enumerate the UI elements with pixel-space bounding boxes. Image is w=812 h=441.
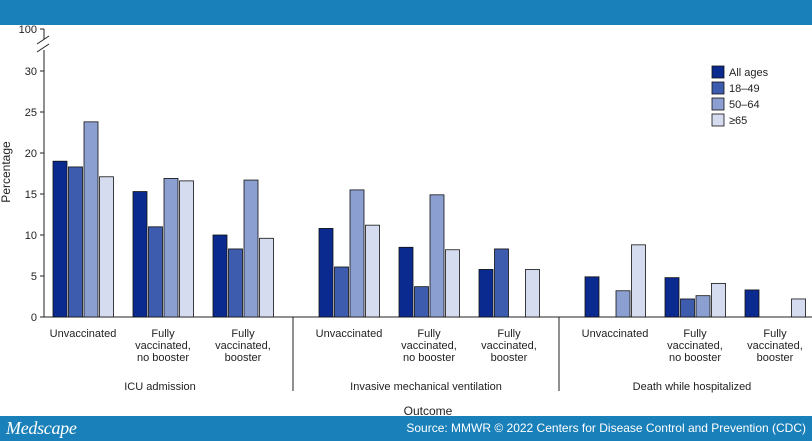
source-credit: Source: MMWR © 2022 Centers for Disease … <box>406 421 806 435</box>
legend-label: ≥65 <box>729 115 747 127</box>
bar-18–49 <box>148 226 163 318</box>
bar-50–64 <box>163 178 179 318</box>
top-banner <box>0 0 812 25</box>
bar-All ages <box>132 191 148 318</box>
category-label: Fully vaccinated, booster <box>747 328 803 364</box>
category-label-line: vaccinated, <box>667 340 723 352</box>
bar-50–64 <box>349 189 365 318</box>
legend-label: 18–49 <box>729 83 760 95</box>
bar-≥65 <box>179 180 194 318</box>
category-label-line: vaccinated, <box>401 340 457 352</box>
y-axis-title: Percentage <box>0 141 13 203</box>
bar-≥65 <box>711 282 726 318</box>
bar-50–64 <box>615 290 631 318</box>
bar-All ages <box>318 228 334 318</box>
legend-swatch <box>711 113 725 127</box>
category-label-line: Fully <box>683 328 707 340</box>
category-label: Fully vaccinated, booster <box>481 328 537 364</box>
y-tick-label: 10 <box>25 230 37 242</box>
category-label-line: Unvaccinated <box>50 328 117 340</box>
category-label-line: booster <box>225 352 262 364</box>
y-tick-label: 30 <box>25 66 37 78</box>
category-label-line: booster <box>757 352 794 364</box>
legend-label: All ages <box>729 67 769 79</box>
bar-≥65 <box>259 237 274 318</box>
x-axis-title: Outcome <box>404 404 453 418</box>
axis-break-mark <box>36 43 50 53</box>
bar-≥65 <box>99 176 114 318</box>
group-label: Invasive mechanical ventilation <box>350 381 502 393</box>
medscape-logo[interactable]: Medscape <box>6 418 77 438</box>
group-label: Death while hospitalized <box>633 381 752 393</box>
bars <box>52 121 806 318</box>
category-label-line: Unvaccinated <box>582 328 649 340</box>
group-label: ICU admission <box>124 381 196 393</box>
legend: All ages 18–49 50–64 ≥65 <box>711 65 769 127</box>
bar-≥65 <box>631 244 646 318</box>
footer-bar: Medscape Source: MMWR © 2022 Centers for… <box>0 416 812 441</box>
bar-All ages <box>212 234 228 318</box>
category-label-line: vaccinated, <box>481 340 537 352</box>
y-tick-label: 100 <box>19 24 37 36</box>
legend-label: 50–64 <box>729 99 760 111</box>
category-label: Unvaccinated <box>582 328 649 340</box>
category-label: Fully vaccinated, booster <box>215 328 271 364</box>
category-label-line: no booster <box>669 352 721 364</box>
bar-50–64 <box>429 194 445 318</box>
y-tick-label: 25 <box>25 107 37 119</box>
bar-≥65 <box>445 249 460 318</box>
bar-18–49 <box>228 248 243 318</box>
bar-50–64 <box>83 121 99 318</box>
category-label-line: no booster <box>137 352 189 364</box>
category-label-line: vaccinated, <box>747 340 803 352</box>
legend-swatch <box>711 97 725 111</box>
category-label-line: Fully <box>763 328 787 340</box>
category-label-line: Unvaccinated <box>316 328 383 340</box>
category-label: Unvaccinated <box>316 328 383 340</box>
category-label-line: Fully <box>231 328 255 340</box>
y-tick-label: 0 <box>31 312 37 324</box>
axis-break-gap <box>36 39 52 50</box>
y-tick-label: 15 <box>25 189 37 201</box>
bar-≥65 <box>791 298 806 318</box>
category-label-line: Fully <box>417 328 441 340</box>
bar-≥65 <box>525 269 540 318</box>
category-label-line: Fully <box>151 328 175 340</box>
axis-break-mark <box>36 35 50 45</box>
bar-18–49 <box>334 266 349 318</box>
y-tick-label: 20 <box>25 148 37 160</box>
category-label-line: vaccinated, <box>135 340 191 352</box>
bar-50–64 <box>695 295 711 318</box>
category-label-line: vaccinated, <box>215 340 271 352</box>
bar-18–49 <box>494 248 509 318</box>
category-label: Fully vaccinated, no booster <box>401 328 457 364</box>
bar-≥65 <box>365 224 380 318</box>
bar-50–64 <box>243 179 259 318</box>
bar-All ages <box>398 246 414 318</box>
bar-All ages <box>744 289 760 318</box>
bar-18–49 <box>414 286 429 318</box>
category-label: Unvaccinated <box>50 328 117 340</box>
bar-All ages <box>52 160 68 318</box>
category-label-line: no booster <box>403 352 455 364</box>
category-label-line: Fully <box>497 328 521 340</box>
bar-All ages <box>584 276 600 318</box>
bar-18–49 <box>680 298 695 318</box>
y-tick-label: 5 <box>31 271 37 283</box>
legend-swatch <box>711 65 725 79</box>
category-label-line: booster <box>491 352 528 364</box>
legend-swatch <box>711 81 725 95</box>
bar-All ages <box>664 277 680 318</box>
category-label: Fully vaccinated, no booster <box>667 328 723 364</box>
category-label: Fully vaccinated, no booster <box>135 328 191 364</box>
bar-All ages <box>478 269 494 318</box>
bar-18–49 <box>68 166 83 318</box>
